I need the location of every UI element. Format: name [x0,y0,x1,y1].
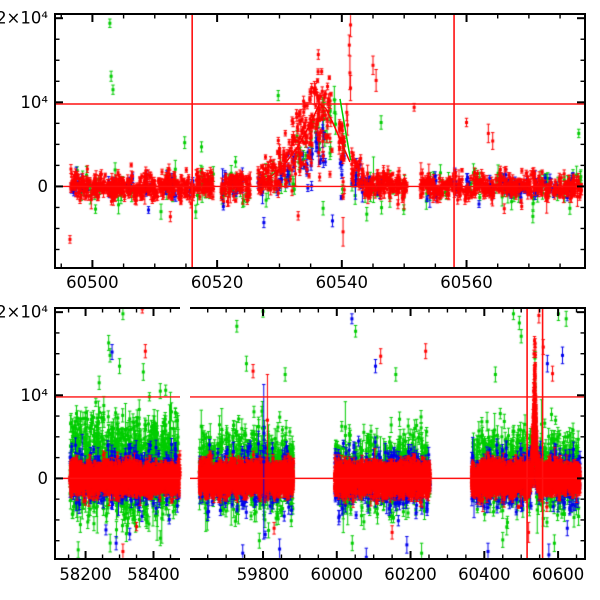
model-line-red [257,102,351,185]
y-axis-tick-label: 10⁴ [20,386,48,405]
x-axis-tick-label: 59800 [237,565,290,584]
x-axis-tick-label: 58400 [127,565,180,584]
x-axis-tick-label: 60540 [316,273,369,292]
bottom-panel: 58200 58400 59800 60000 60200 60400 60600 0 10⁴ 2… [0,303,586,584]
y-axis-tick-label: 2×10⁴ [0,303,48,322]
y-axis-tick-label: 0 [38,469,49,488]
x-axis-tick-label: 60200 [384,565,437,584]
model-line-green [339,98,352,161]
top-panel: 60500 60520 60540 60560 0 10⁴ 2×10⁴ [0,9,586,292]
x-axis-tick-label: 58200 [59,565,112,584]
x-axis-tick-label: 60560 [440,273,493,292]
x-axis-tick-label: 60600 [532,565,585,584]
y-axis-tick-label: 2×10⁴ [0,9,48,28]
x-axis-tick-label: 60400 [458,565,511,584]
y-axis-tick-label: 10⁴ [20,93,48,112]
x-axis-tick-label: 60520 [191,273,244,292]
x-axis-tick-label: 60000 [311,565,364,584]
x-axis-tick-label: 60500 [66,273,119,292]
y-axis-tick-label: 0 [38,177,49,196]
